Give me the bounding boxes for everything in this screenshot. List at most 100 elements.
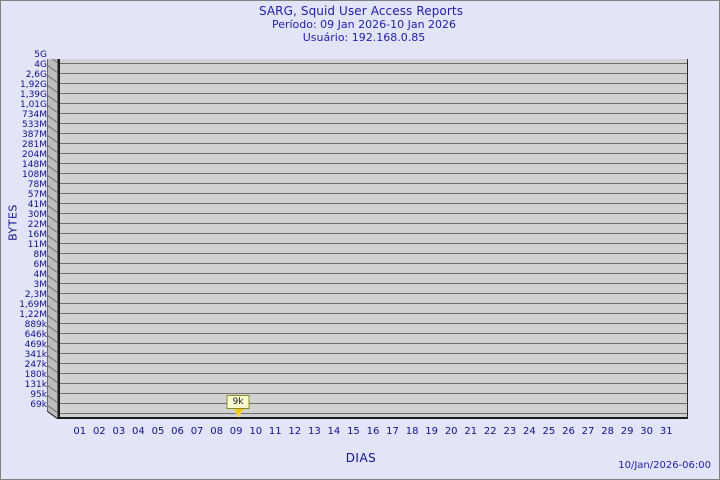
y-axis-tick-label: 2,3M	[24, 290, 47, 300]
gridline	[60, 113, 687, 114]
y-axis-tick-label: 1,69M	[19, 300, 47, 310]
gridline	[60, 213, 687, 214]
report-period: Período: 09 Jan 2026-10 Jan 2026	[271, 18, 457, 31]
y-axis-tick-label: 646k	[24, 330, 47, 340]
y-axis-tick-label: 1,92G	[19, 80, 47, 90]
y-axis-tick-label: 148M	[22, 160, 47, 170]
y-axis-tick-labels: 5G 4G 2,6G 1,92G 1,39G 1,01G 734M 533M 387M 281M 2…	[1, 1, 48, 479]
gridline	[60, 273, 687, 274]
y-axis-tick-label: 95k	[30, 390, 47, 400]
gridline	[60, 83, 687, 84]
gridline	[60, 403, 687, 404]
gridline	[60, 73, 687, 74]
x-axis-tick-label: 15	[347, 426, 360, 437]
x-axis-tick-label: 07	[190, 426, 204, 437]
y-axis-tick-label: 4M	[33, 270, 48, 280]
gridline	[60, 193, 687, 194]
x-axis-tick-label: 06	[171, 426, 184, 437]
x-axis-tick-label: 30	[640, 426, 654, 437]
gridline	[60, 93, 687, 94]
y-axis-tick-label: 1,22M	[19, 310, 47, 320]
gridline	[60, 143, 687, 144]
x-axis-tick-label: 10	[249, 426, 263, 437]
y-axis-tick-label: 4G	[34, 60, 47, 70]
gridline	[60, 393, 687, 394]
y-axis-tick-label: 247k	[24, 360, 47, 370]
y-axis-tick-label: 69k	[30, 400, 47, 410]
gridline	[60, 163, 687, 164]
y-axis-tick-label: 108M	[22, 170, 47, 180]
gridline	[60, 223, 687, 224]
gridline	[60, 353, 687, 354]
x-axis-tick-label: 04	[132, 426, 145, 437]
page-title: SARG, Squid User Access Reports	[258, 4, 464, 18]
x-axis-tick-label: 18	[405, 426, 419, 437]
y-axis-tick-label: 8M	[33, 250, 48, 260]
gridline	[60, 63, 687, 64]
y-axis-tick-label: 387M	[22, 130, 47, 140]
x-axis-tick-label: 20	[444, 426, 458, 437]
chart-plot-area: 9k	[58, 59, 688, 419]
data-point-callout: 9k	[226, 395, 250, 418]
x-axis-tick-label: 28	[601, 426, 614, 437]
gridline	[60, 363, 687, 364]
x-axis-tick-label: 16	[366, 426, 380, 437]
y-axis-tick-label: 281M	[22, 140, 47, 150]
y-axis-tick-label: 341k	[24, 350, 47, 360]
gridline	[60, 373, 687, 374]
x-axis-tick-label: 13	[307, 426, 321, 437]
x-axis-tick-label: 14	[327, 426, 341, 437]
y-axis-tick-label: 131k	[24, 380, 47, 390]
x-axis-tick-label: 17	[386, 426, 399, 437]
gridline	[60, 283, 687, 284]
x-axis-tick-label: 21	[464, 426, 478, 437]
gridline	[60, 293, 687, 294]
x-axis-tick-label: 23	[503, 426, 517, 437]
gridline	[60, 263, 687, 264]
x-axis-tick-label: 31	[659, 426, 673, 437]
chart-title-block: SARG, Squid User Access Reports Período:…	[1, 4, 719, 45]
y-axis-tick-label: 11M	[27, 240, 47, 250]
gridline	[60, 243, 687, 244]
gridline	[60, 173, 687, 174]
gridline	[60, 233, 687, 234]
y-axis-tick-label: 57M	[27, 190, 47, 200]
report-user: Usuário: 192.168.0.85	[302, 31, 426, 44]
gridline	[60, 133, 687, 134]
y-axis-tick-label: 1,01G	[19, 100, 47, 110]
y-axis-tick-label: 41M	[27, 200, 47, 210]
x-axis-tick-label: 02	[92, 426, 106, 437]
y-axis-tick-label: 1,39G	[19, 90, 47, 100]
y-axis-tick-label: 5G	[34, 50, 47, 60]
y-axis-tick-label: 180k	[24, 370, 47, 380]
x-axis-tick-label: 27	[581, 426, 595, 437]
x-axis-tick-label: 26	[562, 426, 575, 437]
x-axis-tick-label: 09	[229, 426, 243, 437]
callout-pointer-flag-icon	[236, 409, 245, 414]
x-axis-tick-label: 08	[210, 426, 223, 437]
y-axis-tick-label: 6M	[33, 260, 48, 270]
x-axis-tick-label: 12	[288, 426, 302, 437]
y-axis-tick-label: 533M	[22, 120, 47, 130]
gridline	[60, 203, 687, 204]
gridline	[60, 183, 687, 184]
gridline	[60, 313, 687, 314]
x-axis-title: DIAS	[345, 451, 377, 465]
y-axis-tick-label: 30M	[27, 210, 47, 220]
gridline	[60, 253, 687, 254]
y-axis-tick-label: 78M	[27, 180, 47, 190]
x-axis-tick-label: 03	[112, 426, 126, 437]
chart-3d-side-wall	[47, 59, 58, 419]
x-axis-tick-label: 01	[73, 426, 87, 437]
y-axis-tick-label: 204M	[22, 150, 47, 160]
x-axis-tick-label: 29	[620, 426, 634, 437]
x-axis-tick-label: 19	[425, 426, 438, 437]
gridline	[60, 123, 687, 124]
x-axis-tick-label: 22	[483, 426, 497, 437]
gridline	[60, 303, 687, 304]
gridline	[60, 333, 687, 334]
y-axis-tick-label: 16M	[27, 230, 47, 240]
gridline	[60, 153, 687, 154]
y-axis-tick-label: 889k	[24, 320, 47, 330]
x-axis-tick-label: 11	[268, 426, 282, 437]
